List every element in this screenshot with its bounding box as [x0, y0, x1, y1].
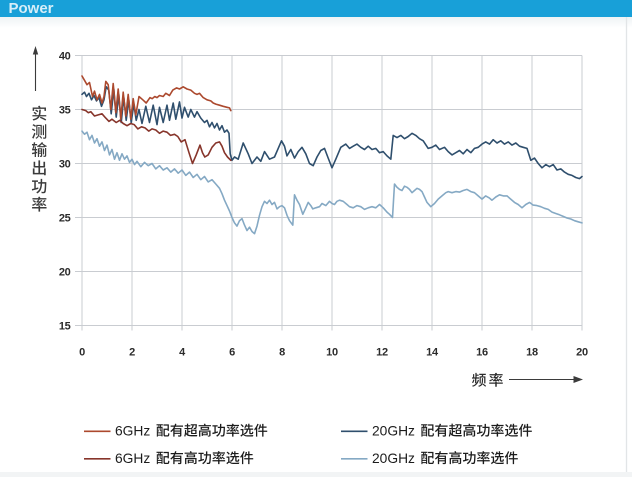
svg-text:20: 20	[59, 266, 71, 278]
svg-text:6: 6	[229, 347, 235, 359]
svg-text:20: 20	[576, 347, 588, 359]
svg-text:14: 14	[426, 347, 439, 359]
svg-text:4: 4	[179, 347, 186, 359]
svg-text:6GHz: 6GHz	[115, 451, 150, 466]
svg-text:12: 12	[376, 347, 388, 359]
svg-text:8: 8	[279, 347, 285, 359]
svg-text:2: 2	[129, 347, 135, 359]
svg-text:30: 30	[59, 158, 71, 170]
svg-text:16: 16	[476, 347, 488, 359]
svg-text:25: 25	[59, 212, 71, 224]
svg-text:20GHz: 20GHz	[372, 451, 415, 466]
svg-text:10: 10	[326, 347, 338, 359]
svg-text:6GHz: 6GHz	[115, 424, 150, 439]
svg-text:0: 0	[79, 347, 85, 359]
svg-text:20GHz: 20GHz	[372, 424, 415, 439]
svg-text:40: 40	[59, 50, 71, 62]
svg-text:15: 15	[59, 320, 71, 332]
svg-text:35: 35	[59, 104, 71, 116]
svg-text:Power: Power	[9, 0, 54, 17]
svg-text:18: 18	[526, 347, 538, 359]
